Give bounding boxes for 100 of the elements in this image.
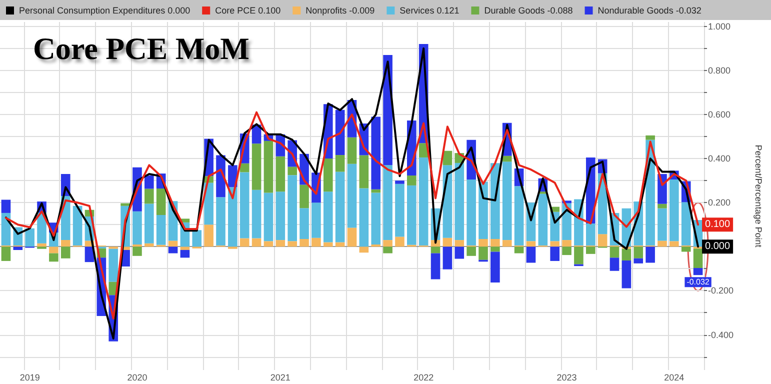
legend-label: Core PCE 0.100	[215, 6, 281, 16]
bar	[693, 248, 703, 268]
bar	[562, 240, 572, 247]
y-axis-title: Percent/Percentage Point	[754, 144, 764, 248]
bar	[312, 238, 321, 247]
bar	[1, 200, 11, 213]
bar	[574, 246, 584, 264]
bar	[252, 190, 262, 238]
y-tick-label: -0.200	[708, 286, 734, 296]
bar	[442, 150, 452, 166]
bar	[132, 211, 142, 244]
bar	[622, 248, 632, 261]
bar	[670, 179, 679, 242]
bar	[693, 268, 703, 276]
bar	[526, 246, 536, 263]
bar	[264, 241, 274, 247]
bar	[276, 240, 286, 247]
bar	[395, 184, 404, 237]
bar	[180, 246, 190, 250]
bar	[383, 165, 392, 240]
legend-label: Durable Goods -0.088	[484, 6, 573, 16]
bar	[108, 248, 118, 282]
bar	[526, 241, 536, 247]
bar	[72, 206, 82, 246]
bar	[1, 246, 11, 261]
bar	[430, 253, 440, 280]
bar	[204, 182, 214, 225]
bar	[300, 208, 309, 239]
bar	[442, 246, 452, 270]
bar	[681, 202, 691, 246]
bar	[514, 186, 524, 246]
bar	[658, 240, 667, 247]
bar	[658, 204, 667, 208]
bar	[478, 246, 488, 260]
y-tick-label: 0.200	[708, 198, 731, 208]
bar	[502, 156, 512, 162]
bar	[156, 188, 166, 215]
bar	[168, 240, 178, 247]
bar	[359, 188, 369, 247]
bar	[132, 244, 142, 247]
bar	[120, 203, 130, 206]
bar	[240, 172, 250, 238]
x-tick-label: 2024	[664, 372, 684, 382]
bar	[323, 192, 333, 242]
bar	[132, 246, 142, 256]
bar	[323, 242, 333, 247]
bar	[586, 246, 596, 254]
x-tick-label: 2019	[20, 372, 40, 382]
bar	[347, 137, 357, 164]
bar	[300, 184, 309, 208]
bar	[371, 244, 381, 247]
bar	[562, 246, 572, 256]
bar	[407, 176, 416, 186]
bar	[407, 185, 416, 245]
bar	[610, 258, 620, 271]
x-tick-label: 2020	[127, 372, 148, 382]
bar	[276, 192, 286, 240]
bar	[300, 238, 309, 247]
bar	[323, 158, 333, 192]
bar	[622, 260, 632, 288]
bar	[586, 224, 596, 246]
data-label: 0.100	[705, 219, 730, 230]
bar	[359, 246, 369, 253]
bar	[180, 250, 190, 258]
bar	[502, 240, 512, 247]
bar	[454, 240, 464, 247]
bar	[13, 246, 23, 250]
bar	[442, 238, 452, 247]
bar	[252, 144, 262, 190]
data-label: 0.000	[705, 241, 730, 252]
bar	[288, 166, 297, 176]
y-tick-label: 0.800	[708, 65, 731, 76]
bar	[228, 187, 238, 247]
bar	[371, 116, 381, 190]
bar	[60, 240, 70, 247]
bar	[204, 224, 214, 247]
bar	[395, 180, 404, 184]
bar	[156, 214, 166, 245]
bar	[264, 192, 274, 242]
bar	[490, 238, 500, 247]
x-tick-label: 2021	[270, 372, 290, 382]
bar	[347, 228, 357, 247]
bar	[454, 162, 464, 240]
bar	[383, 246, 392, 254]
bar	[466, 246, 476, 256]
data-label: -0.032	[686, 278, 710, 287]
bar	[538, 194, 548, 246]
bar	[550, 246, 560, 261]
bar	[371, 189, 381, 193]
bar	[335, 172, 345, 242]
bar	[418, 157, 428, 246]
bar	[598, 234, 608, 247]
bar	[490, 252, 500, 283]
x-tick-label: 2023	[556, 372, 577, 382]
bar	[395, 236, 404, 247]
x-tick-label: 2022	[414, 372, 434, 382]
bar	[276, 156, 286, 192]
bar	[144, 204, 154, 244]
bar	[60, 246, 70, 258]
bar	[144, 188, 154, 204]
